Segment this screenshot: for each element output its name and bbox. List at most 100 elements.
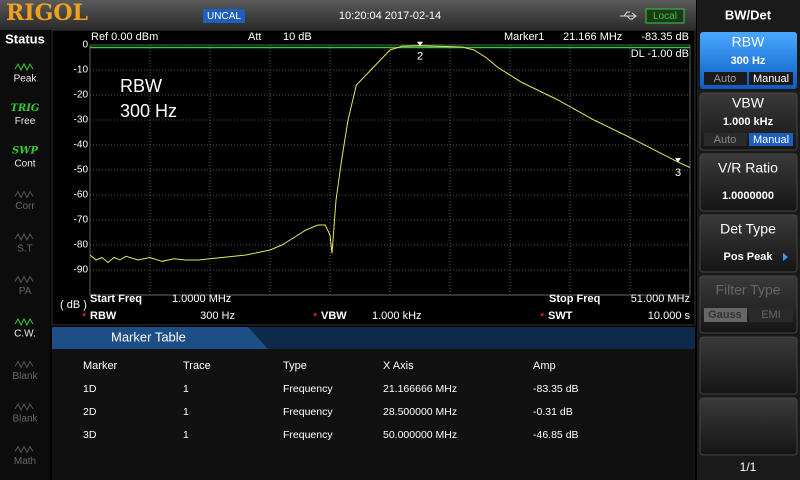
flag: * — [540, 311, 545, 323]
empty-button[interactable] — [699, 397, 798, 456]
flag: * — [313, 311, 318, 323]
empty-button[interactable] — [699, 336, 798, 395]
y-tick-label: -40 — [74, 140, 89, 151]
logo: RIGOL — [6, 0, 88, 26]
table-cell: Frequency — [283, 429, 333, 441]
y-tick-label: -50 — [74, 165, 89, 176]
status-label: Blank — [12, 414, 38, 425]
status-label: Peak — [14, 74, 38, 85]
menu-title: BW/Det — [725, 7, 772, 22]
status-label: PA — [19, 286, 32, 297]
mode: Local — [653, 11, 677, 22]
vr-label: V/R Ratio — [718, 160, 778, 176]
marker-label: Marker1 — [504, 31, 544, 43]
rbw: 300 Hz — [200, 310, 235, 322]
start: 1.0000 MHz — [172, 293, 231, 305]
column-header: Trace — [183, 360, 211, 372]
table-cell: Frequency — [283, 383, 333, 395]
y-tick-label: -70 — [74, 215, 89, 226]
table-cell: -46.85 dB — [533, 429, 579, 441]
table-cell: 1 — [183, 383, 189, 395]
column-header: X Axis — [383, 360, 414, 372]
status-label: Free — [15, 116, 36, 127]
table-cell: 2D — [83, 406, 97, 418]
manual-box — [749, 72, 793, 85]
gauss: Gauss — [708, 309, 742, 321]
stop-label: Stop Freq — [549, 293, 600, 305]
table-body — [52, 349, 695, 480]
status-box — [203, 9, 245, 23]
marker — [675, 158, 681, 163]
flag: * — [82, 311, 87, 323]
table-cell: 1D — [83, 383, 97, 395]
manual-box — [749, 133, 793, 146]
vbw: 1.000 kHz — [372, 310, 422, 322]
det-value: Pos Peak — [724, 251, 774, 263]
y-tick-label: -90 — [74, 265, 89, 276]
start-label: Start Freq — [90, 293, 142, 305]
emi-box — [749, 308, 793, 322]
table-cell: -83.35 dB — [533, 383, 579, 395]
arrow — [783, 253, 788, 261]
status-label: C.W. — [14, 329, 36, 340]
table-title: Marker Table — [111, 329, 186, 344]
table-cell: 1 — [183, 406, 189, 418]
ref-level: Ref 0.00 dBm — [91, 31, 158, 43]
sidebar-title: Status — [5, 31, 45, 46]
y-tick-label: -80 — [74, 240, 89, 251]
top-bar — [0, 0, 696, 30]
marker-label: 2 — [417, 51, 423, 63]
status-label: S.T — [17, 244, 33, 255]
rbw-button-label: RBW — [732, 34, 765, 50]
filter-label: Filter Type — [715, 282, 780, 298]
y-tick-label: 0 — [82, 40, 88, 51]
marker-freq: 21.166 MHz — [563, 31, 622, 43]
status-label: Blank — [12, 371, 38, 382]
status-icon — [14, 190, 34, 199]
det-label: Det Type — [720, 221, 776, 237]
det-button[interactable] — [699, 214, 798, 273]
marker — [417, 41, 423, 46]
status-icon: SWP — [12, 146, 38, 157]
display-line-label: DL -1.00 dB — [631, 48, 689, 60]
status-icon — [14, 445, 34, 454]
column-header: Type — [283, 360, 307, 372]
datetime: 10:20:04 2017-02-14 — [339, 10, 441, 22]
status-icon — [14, 402, 34, 412]
table-cell: 1 — [183, 429, 189, 441]
status-icon — [14, 360, 34, 369]
stop: 51.000 MHz — [631, 293, 690, 305]
status-icon — [14, 62, 34, 72]
column-header: Amp — [533, 360, 556, 372]
vr-button[interactable] — [699, 153, 798, 212]
swt-label: SWT — [548, 310, 573, 322]
page-indicator: 1/1 — [740, 460, 757, 474]
y-tick-label: -60 — [74, 190, 89, 201]
status-label: Corr — [15, 201, 35, 212]
marker-label: 3 — [675, 167, 681, 179]
att-label: Att — [248, 31, 261, 43]
status-icon: TRIG — [11, 103, 40, 114]
auto-box — [704, 133, 747, 146]
usb-icon — [620, 11, 637, 20]
annotation: 300 Hz — [120, 101, 177, 121]
vr-value: 1.0000000 — [722, 190, 774, 202]
att: 10 dB — [283, 31, 312, 43]
table-cell: 21.166666 MHz — [383, 383, 457, 395]
rbw-label: RBW — [90, 310, 117, 322]
y-unit: ( dB ) — [60, 299, 87, 311]
y-tick-label: -20 — [74, 90, 89, 101]
plot-panel — [51, 29, 696, 326]
y-tick-label: -30 — [74, 115, 89, 126]
trace — [89, 45, 691, 264]
annotation: RBW — [120, 76, 162, 96]
status: UNCAL — [207, 11, 241, 22]
table-tab — [52, 327, 268, 349]
table-cell: Frequency — [283, 406, 333, 418]
auto: Auto — [714, 73, 737, 85]
status-icon — [14, 317, 34, 327]
table-cell: 28.500000 MHz — [383, 406, 457, 418]
mode-box — [645, 8, 685, 24]
auto-box — [704, 72, 747, 85]
